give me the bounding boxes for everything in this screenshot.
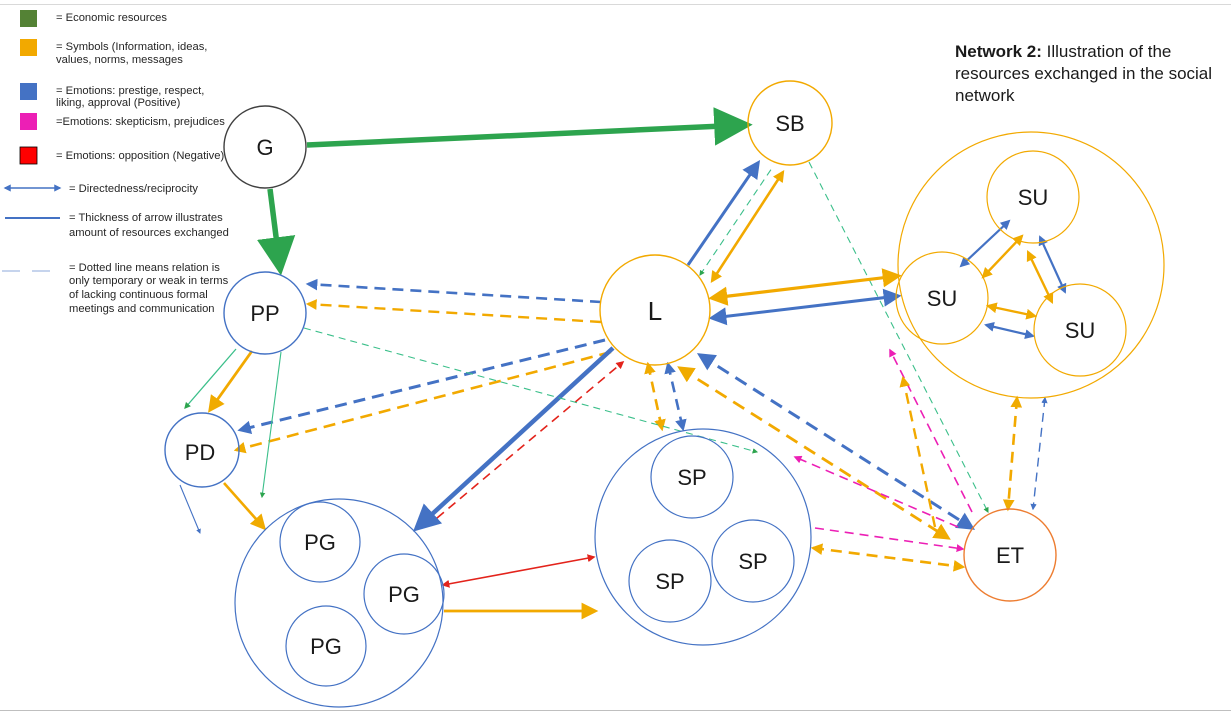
svg-text:= Dotted line means relation i: = Dotted line means relation is [69, 262, 220, 274]
svg-text:SU: SU [1065, 318, 1096, 343]
svg-text:= Economic resources: = Economic resources [56, 12, 167, 24]
svg-text:values, norms, messages: values, norms, messages [56, 54, 183, 66]
svg-text:= Directedness/reciprocity: = Directedness/reciprocity [69, 183, 198, 195]
svg-text:amount of resources exchanged: amount of resources exchanged [69, 227, 229, 239]
svg-text:only temporary or weak in term: only temporary or weak in terms [69, 275, 229, 287]
svg-text:PD: PD [185, 440, 216, 465]
svg-text:= Emotions: opposition (Negati: = Emotions: opposition (Negative) [56, 150, 224, 162]
svg-text:SP: SP [738, 549, 767, 574]
svg-text:SU: SU [927, 286, 958, 311]
svg-text:SP: SP [655, 569, 684, 594]
svg-text:SB: SB [775, 111, 804, 136]
svg-text:Network 2: Illustration of the: Network 2: Illustration of the [955, 42, 1171, 61]
svg-text:G: G [256, 135, 273, 160]
svg-text:PG: PG [310, 634, 342, 659]
svg-text:L: L [648, 296, 662, 326]
svg-text:= Emotions: prestige, respect,: = Emotions: prestige, respect, [56, 85, 204, 97]
svg-text:PG: PG [388, 582, 420, 607]
svg-text:=Emotions: skepticism, prejudi: =Emotions: skepticism, prejudices [56, 116, 225, 128]
svg-text:PG: PG [304, 530, 336, 555]
svg-text:of lacking continuous formal: of lacking continuous formal [69, 289, 208, 301]
svg-text:ET: ET [996, 543, 1024, 568]
svg-text:meetings and communication: meetings and communication [69, 303, 215, 315]
svg-text:= Thickness of arrow illustrat: = Thickness of arrow illustrates [69, 212, 223, 224]
svg-text:= Symbols (Information, ideas,: = Symbols (Information, ideas, [56, 41, 207, 53]
svg-text:SU: SU [1018, 185, 1049, 210]
svg-text:network: network [955, 86, 1015, 105]
svg-text:SP: SP [677, 465, 706, 490]
svg-text:liking, approval (Positive): liking, approval (Positive) [56, 97, 181, 109]
svg-text:resources exchanged in the soc: resources exchanged in the social [955, 64, 1212, 83]
svg-text:PP: PP [250, 301, 279, 326]
